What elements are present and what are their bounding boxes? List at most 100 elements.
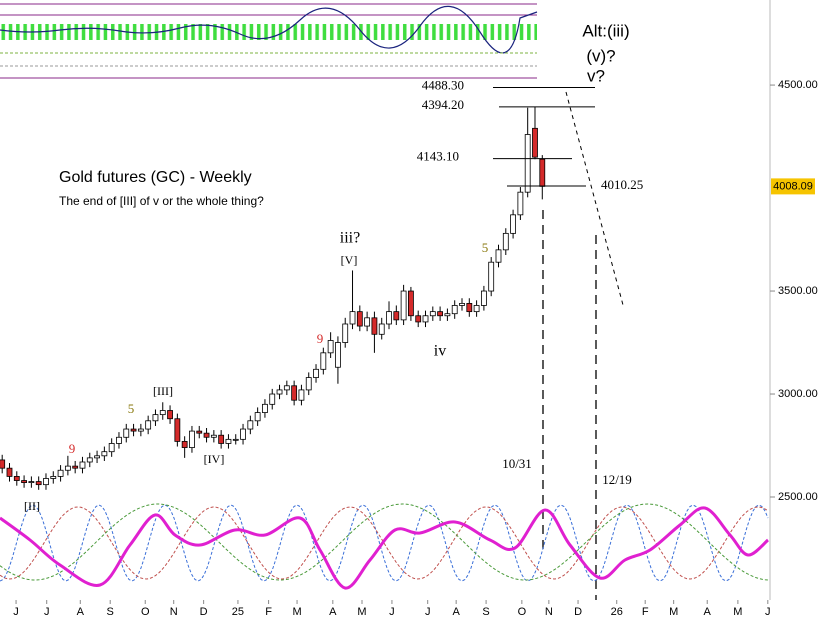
last-price-box (771, 178, 815, 195)
candle-body (524, 134, 531, 193)
candle-body (21, 480, 27, 483)
candle-body (189, 430, 195, 448)
candle-body (473, 305, 480, 313)
y-tick-label: 3000.00 (778, 388, 818, 400)
candle-body (342, 323, 349, 343)
candle-body (218, 434, 225, 444)
wave-annotation: 9 (317, 331, 324, 346)
wave-annotation: 12/19 (602, 472, 632, 487)
candle-body (116, 436, 122, 444)
cycle-wave (0, 503, 769, 581)
candle-body (152, 414, 159, 422)
candle-body (510, 214, 516, 234)
candle-body (86, 457, 93, 463)
wave-annotation: [II] (24, 499, 40, 513)
wave-annotation: v? (587, 66, 605, 85)
candle-body (276, 389, 283, 395)
candle-body (79, 461, 86, 469)
x-tick-label: N (545, 606, 553, 618)
candle-body (313, 368, 319, 378)
composite-cycle (0, 506, 769, 590)
x-tick-label: M (669, 606, 678, 618)
candle-body (356, 311, 363, 327)
candle-body (422, 315, 429, 323)
candle-body (145, 420, 152, 430)
candle-body (480, 290, 487, 306)
x-tick-label: O (141, 606, 150, 618)
candle-body (305, 377, 312, 391)
wave-annotation: (v)? (586, 46, 615, 65)
candle-body (123, 428, 130, 438)
candle-body (225, 438, 232, 444)
x-tick-label: F (642, 606, 649, 618)
candle-body (408, 290, 414, 317)
price-level-label: 4394.20 (422, 97, 464, 112)
candle-body (159, 410, 166, 416)
candle-body (64, 465, 71, 471)
candle-body (437, 311, 444, 317)
x-tick-label: S (107, 606, 114, 618)
wave-annotation: 9 (69, 441, 76, 456)
candle-body (203, 432, 210, 438)
wave-annotation: 10/31 (502, 456, 532, 471)
x-tick-label: A (77, 606, 85, 618)
price-level-label: 4143.10 (417, 149, 459, 164)
x-tick-label: J (389, 606, 395, 618)
wave-annotation: iii? (340, 230, 360, 247)
candle-body (240, 428, 246, 440)
candle-body (43, 478, 49, 486)
wave-annotation: iv (434, 343, 446, 360)
wave-annotation: [IV] (204, 452, 225, 466)
price-level-label: 4010.25 (601, 177, 643, 192)
x-tick-label: A (329, 606, 337, 618)
candle-body (429, 311, 436, 317)
x-tick-label: A (704, 606, 712, 618)
wave-annotation: Alt:(iii) (582, 21, 629, 40)
last-price-label: 4008.09 (773, 180, 813, 192)
x-tick-label: D (574, 606, 582, 618)
x-tick-label: J (13, 606, 19, 618)
candle-body (488, 261, 495, 292)
projection-line (565, 91, 624, 306)
x-tick-label: N (170, 606, 178, 618)
wave-annotation: 5 (128, 401, 135, 416)
x-tick-label: M (733, 606, 742, 618)
indicator-histogram (0, 24, 537, 40)
x-tick-label: S (482, 606, 489, 618)
candle-body (349, 311, 356, 325)
candle-body (108, 443, 115, 453)
x-tick-label: O (518, 606, 527, 618)
candle-body (101, 451, 108, 457)
candle-body (0, 459, 6, 469)
candle-body (320, 352, 327, 370)
candle-body (364, 317, 371, 327)
wave-annotation: 5 (482, 240, 489, 255)
candle-body (502, 232, 509, 251)
x-tick-label: M (357, 606, 366, 618)
candle-body (94, 455, 100, 459)
wave-annotation: [V] (341, 253, 358, 267)
candle-body (495, 249, 502, 263)
candle-body (291, 385, 298, 401)
candle-body (232, 438, 239, 441)
y-tick-label: 3500.00 (778, 285, 818, 297)
candle-body (269, 393, 276, 405)
candle-body (335, 342, 341, 368)
candle-body (130, 428, 137, 432)
candle-body (539, 158, 546, 187)
candle-body (57, 469, 64, 477)
candle-body (444, 313, 451, 317)
x-tick-label: 26 (611, 606, 623, 618)
chart-title: Gold futures (GC) - Weekly (59, 169, 252, 186)
cycles (0, 503, 769, 590)
candle-body (137, 428, 144, 432)
x-tick-label: 25 (232, 606, 244, 618)
candle-body (72, 465, 79, 469)
candle-body (28, 481, 35, 483)
y-tick-label: 4500.00 (778, 79, 818, 91)
candle-body (459, 302, 465, 306)
candle-body (35, 481, 42, 486)
indicator-panel (0, 3, 538, 79)
candle-body (298, 389, 305, 401)
